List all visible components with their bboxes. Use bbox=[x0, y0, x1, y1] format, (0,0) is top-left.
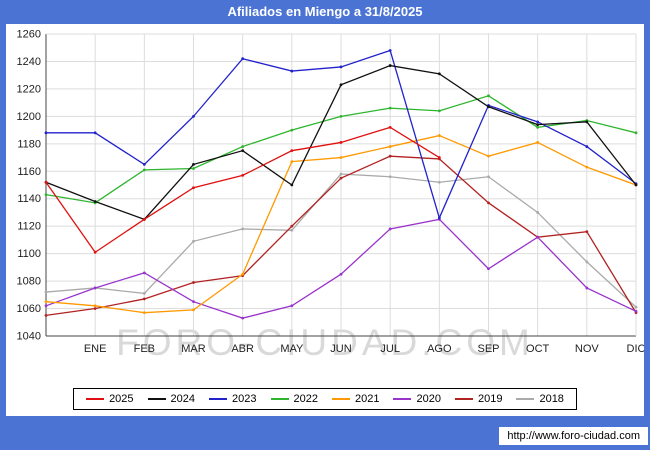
watermark: FORO-CIUDAD.COM bbox=[116, 322, 534, 363]
grid bbox=[46, 33, 637, 337]
x-tick-label: MAR bbox=[181, 343, 206, 355]
y-tick-label: 1080 bbox=[17, 276, 41, 288]
legend-label-2021: 2021 bbox=[355, 393, 380, 405]
legend-item-2018: 2018 bbox=[516, 393, 564, 405]
legend-item-2023: 2023 bbox=[209, 393, 257, 405]
series-2020 bbox=[44, 217, 638, 320]
legend-swatch-2022 bbox=[270, 398, 289, 400]
legend-label-2024: 2024 bbox=[170, 393, 196, 405]
y-tick-label: 1040 bbox=[17, 331, 41, 343]
legend-swatch-2020 bbox=[393, 398, 412, 400]
x-tick-label: AGO bbox=[427, 343, 452, 355]
legend-swatch-2018 bbox=[516, 398, 535, 400]
chart-panel: FORO-CIUDAD.COM 1040 1060 1080 1100 1120 1140… bbox=[6, 24, 644, 416]
y-tick-label: 1160 bbox=[17, 166, 41, 178]
x-tick-label: JUN bbox=[330, 343, 351, 355]
legend-item-2020: 2020 bbox=[393, 393, 441, 405]
legend-label-2025: 2025 bbox=[109, 393, 134, 405]
y-tick-label: 1180 bbox=[17, 138, 41, 150]
x-tick-label: ENE bbox=[84, 343, 107, 355]
legend-swatch-2019 bbox=[454, 398, 473, 400]
line-chart: 1040 1060 1080 1100 1120 1140 1160 1180 1200 1220… bbox=[17, 29, 644, 356]
legend-item-2021: 2021 bbox=[332, 393, 379, 405]
series-2025 bbox=[44, 125, 441, 254]
series-2021 bbox=[44, 134, 638, 315]
legend-swatch-2024 bbox=[147, 398, 166, 400]
legend-swatch-2023 bbox=[209, 398, 228, 400]
x-tick-label: NOV bbox=[575, 343, 600, 355]
x-tick-label: MAY bbox=[280, 343, 304, 355]
y-tick-label: 1060 bbox=[17, 303, 41, 315]
y-tick-label: 1140 bbox=[17, 193, 41, 205]
x-tick-label: DIC bbox=[627, 343, 644, 355]
x-tick-label: FEB bbox=[134, 343, 155, 355]
y-tick-label: 1220 bbox=[17, 83, 41, 95]
legend-label-2018: 2018 bbox=[539, 393, 564, 405]
legend-box: 2025 2024 2023 2022 2021 2020 2019 2018 bbox=[73, 388, 577, 410]
x-tick-label: OCT bbox=[526, 343, 550, 355]
legend-label-2019: 2019 bbox=[477, 393, 503, 405]
footer-url[interactable]: http://www.foro-ciudad.com bbox=[499, 427, 648, 445]
legend-item-2022: 2022 bbox=[270, 393, 318, 405]
series-2018 bbox=[44, 172, 638, 309]
legend-label-2022: 2022 bbox=[293, 393, 318, 405]
x-tick-label: JUL bbox=[380, 343, 400, 355]
y-tick-label: 1120 bbox=[17, 221, 41, 233]
legend-item-2025: 2025 bbox=[86, 393, 134, 405]
y-tick-label: 1260 bbox=[17, 29, 41, 41]
x-tick-label: ABR bbox=[231, 343, 254, 355]
legend-item-2019: 2019 bbox=[454, 393, 503, 405]
y-tick-label: 1200 bbox=[17, 111, 41, 123]
y-tick-label: 1100 bbox=[17, 248, 41, 260]
legend: 2025 2024 2023 2022 2021 2020 2019 2018 bbox=[6, 388, 644, 410]
legend-item-2024: 2024 bbox=[147, 393, 196, 405]
legend-label-2023: 2023 bbox=[232, 393, 257, 405]
y-tick-label: 1240 bbox=[17, 56, 41, 68]
chart-title: Afiliados en Miengo a 31/8/2025 bbox=[227, 4, 423, 19]
legend-swatch-2021 bbox=[332, 398, 350, 400]
legend-label-2020: 2020 bbox=[416, 393, 441, 405]
legend-swatch-2025 bbox=[86, 398, 105, 400]
x-tick-label: SEP bbox=[477, 343, 499, 355]
